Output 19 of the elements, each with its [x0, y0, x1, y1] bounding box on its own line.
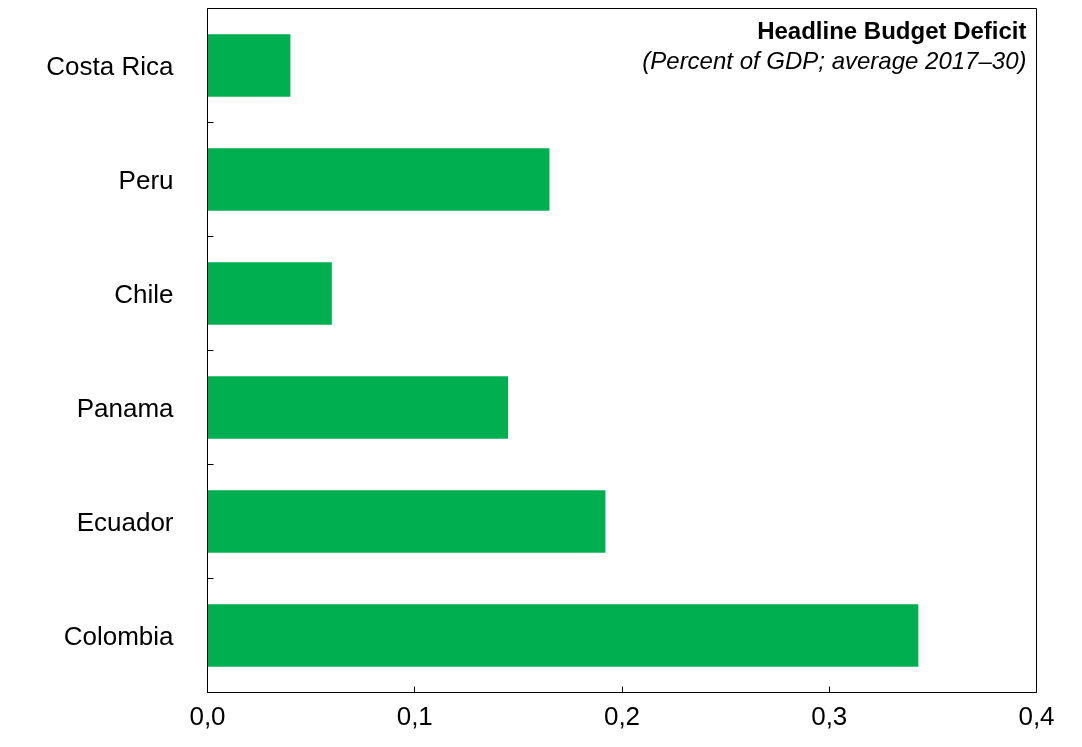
chart-title: Headline Budget Deficit — [757, 16, 1027, 44]
x-tick-label: 0,0 — [189, 700, 226, 731]
y-tick-label: Panama — [76, 392, 175, 423]
x-tick-label: 0,4 — [1018, 700, 1055, 731]
bar — [207, 490, 606, 553]
bar — [207, 604, 919, 667]
x-tick-label: 0,3 — [811, 700, 848, 731]
y-tick-label: Costa Rica — [46, 50, 175, 81]
bar — [207, 376, 509, 439]
text: (Percent of GDP; average 2017–30) — [642, 46, 1027, 74]
y-tick-label: Colombia — [63, 620, 175, 651]
bar — [207, 148, 550, 211]
bar — [207, 262, 332, 325]
y-tick-label: Ecuador — [76, 506, 174, 537]
x-tick-label: 0,2 — [603, 700, 641, 731]
x-tick-label: 0,1 — [396, 700, 433, 731]
y-tick-label: Chile — [114, 278, 174, 309]
bar — [207, 34, 291, 97]
y-tick-label: Peru — [118, 164, 174, 195]
